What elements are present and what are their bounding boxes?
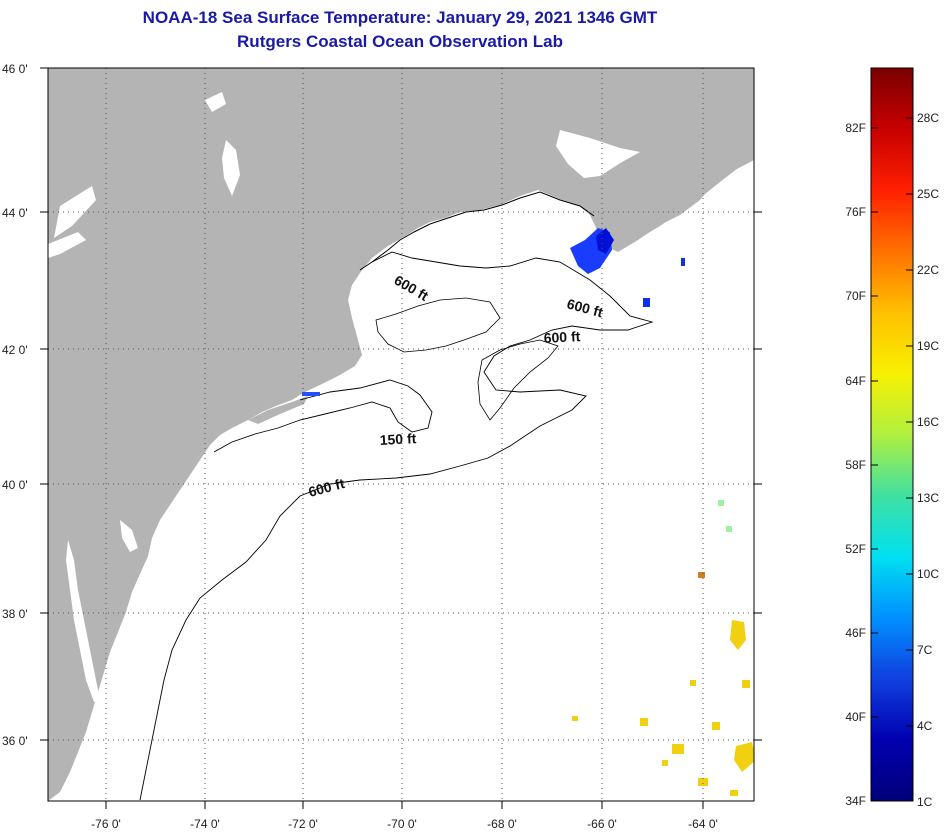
lat-label: 40 0' [2,478,28,492]
colorbar-c-label: 19C [917,339,939,353]
colorbar-c-label: 7C [917,643,933,657]
sst-warm-patch [572,716,578,721]
colorbar-c-label: 28C [917,111,939,125]
colorbar-f-label: 40F [845,710,866,724]
inland-lake [222,140,240,196]
lon-label: -66 0' [587,817,617,831]
contour-label-600-georges: 600 ft [543,328,581,346]
map-title: NOAA-18 Sea Surface Temperature: January… [142,8,658,27]
sst-warm-patch [640,718,648,726]
lat-label: 44 0' [2,206,28,220]
sst-warm-patch [734,742,754,772]
sst-warm-patch [672,744,684,754]
lat-label: 42 0' [2,343,28,357]
sst-warm-patch [726,526,732,532]
sst-cold-patch [681,258,685,266]
colorbar-c-label: 1C [917,795,933,809]
sst-warm-patch [690,680,696,686]
sst-warm-patch [730,790,738,796]
colorbar-f-label: 34F [845,794,866,808]
contour-label-150: 150 ft [379,430,417,448]
sst-cold-patch [643,298,650,307]
lat-label: 46 0' [2,62,28,76]
sst-warm-patch [698,778,708,786]
colorbar-c-label: 16C [917,415,939,429]
lon-label: -74 0' [190,817,220,831]
colorbar-f-label: 76F [845,205,866,219]
colorbar: 82F 76F 70F 64F 58F 52F 46F 40F 34F 28C … [845,67,939,809]
map-subtitle: Rutgers Coastal Ocean Observation Lab [237,32,563,51]
colorbar-c-label: 4C [917,719,933,733]
map-frame [47,67,755,802]
colorbar-f-label: 58F [845,458,866,472]
sst-cold-patch [302,392,320,396]
contour-inner-600ft [375,297,501,353]
maine-coastline [359,191,595,271]
colorbar-c-label: 25C [917,187,939,201]
colorbar-f-label: 46F [845,626,866,640]
sst-cold-patch [596,228,614,254]
map-panel: 46 0' 44 0' 42 0' 40 0' 38 0' 36 0' -76 … [2,62,762,831]
contour-600ft [139,251,654,801]
lat-label: 38 0' [2,607,28,621]
contour-georges [477,339,559,421]
colorbar-f-label: 52F [845,542,866,556]
colorbar-c-label: 10C [917,567,939,581]
long-island [248,396,308,424]
lon-label: -72 0' [288,817,318,831]
sst-warm-patch [698,572,705,578]
axis-ticks [40,67,762,809]
lon-label: -70 0' [387,817,417,831]
colorbar-f-ticks [871,127,878,718]
colorbar-c-label: 13C [917,491,939,505]
colorbar-c-label: 22C [917,263,939,277]
chesapeake-bay [66,540,100,702]
lon-label: -68 0' [487,817,517,831]
lat-lon-grid [48,68,754,801]
sst-pixels [302,228,754,796]
nova-scotia-land [590,110,754,250]
inland-lake [205,92,226,112]
inland-lake [48,232,86,258]
bay-of-fundy [556,130,640,178]
sst-warm-patch [712,722,720,730]
sst-warm-patch [662,760,668,766]
inland-lake [54,186,96,238]
lat-label: 36 0' [2,734,28,748]
lon-label: -76 0' [91,817,121,831]
sst-warm-patch [718,500,724,506]
land-mass [48,68,754,801]
delaware-bay [120,520,138,552]
sst-warm-patch [730,620,746,650]
colorbar-gradient [870,67,914,802]
colorbar-f-label: 70F [845,289,866,303]
colorbar-c-ticks [906,117,913,727]
lon-label: -64 0' [688,817,718,831]
colorbar-f-label: 82F [845,121,866,135]
contour-150ft [213,379,433,453]
sst-warm-patch [742,680,750,688]
colorbar-f-label: 64F [845,374,866,388]
